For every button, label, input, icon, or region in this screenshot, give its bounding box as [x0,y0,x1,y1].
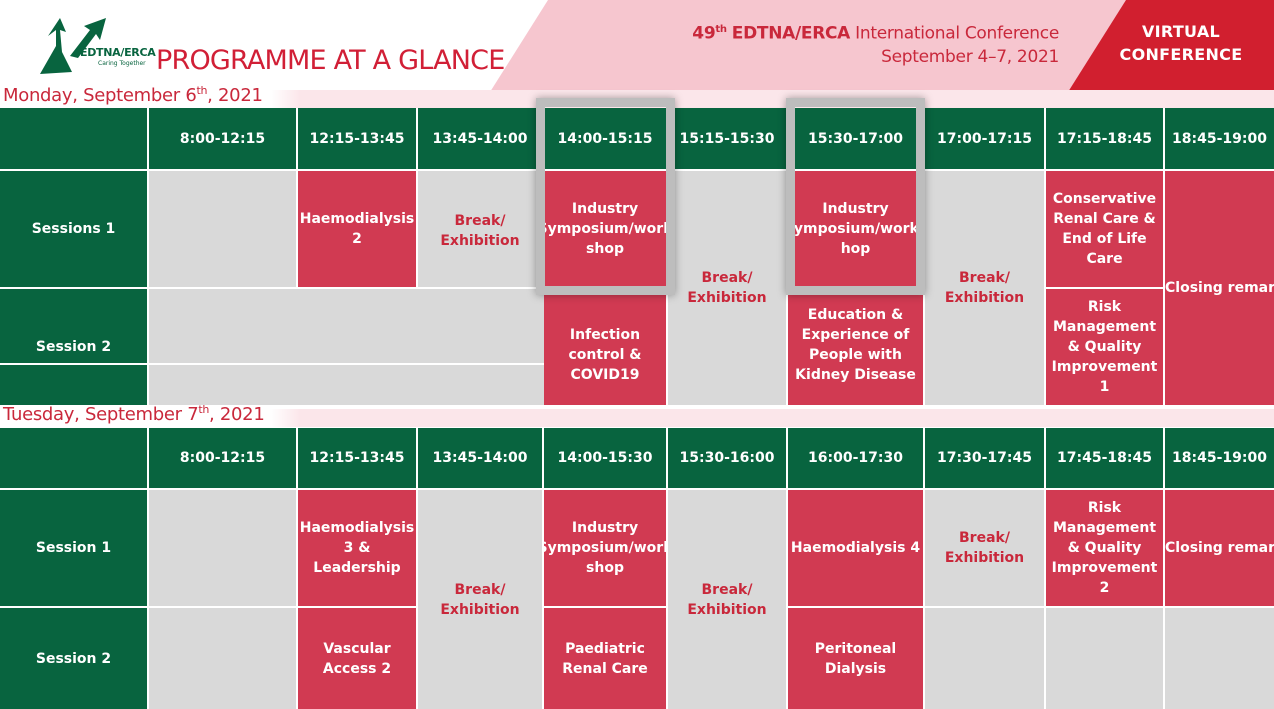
tuesday-haemodialysis4-session[interactable]: Haemodialysis 4 [788,490,923,606]
tuesday-time-header: 8:00-12:15 [149,428,296,488]
monday-schedule-grid: 8:00-12:15 12:15-13:45 13:45-14:00 14:00… [0,98,1274,405]
tuesday-empty-cell [149,490,296,606]
monday-closing-remarks[interactable]: Closing remarks [1165,171,1274,405]
monday-education-session[interactable]: Education & Experience of People with Ki… [788,289,923,405]
tuesday-label-pre: Tuesday, September 7 [3,404,199,425]
monday-risk-management-session[interactable]: Risk Management & Quality Improvement 1 [1046,289,1163,405]
monday-corner-cell [0,108,147,169]
monday-break2: Break/ Exhibition [668,171,786,405]
conference-number-suffix: th [715,24,727,35]
tuesday-time-header: 14:00-15:30 [544,428,666,488]
page-title: PROGRAMME AT A GLANCE [156,45,505,76]
tuesday-time-header: 17:45-18:45 [1046,428,1163,488]
virtual-conference-badge: VIRTUAL CONFERENCE [1110,20,1252,66]
monday-session2-label: Session 2 [0,289,147,363]
tuesday-time-header: 16:00-17:30 [788,428,923,488]
virtual-line2: CONFERENCE [1119,45,1243,64]
edtna-logo-icon [40,18,106,74]
monday-break1: Break/ Exhibition [418,171,542,287]
tuesday-session2-label: Session 2 [0,608,147,709]
monday-session-extra [0,365,147,405]
tuesday-time-header: 15:30-16:00 [668,428,786,488]
tuesday-session1-label: Session 1 [0,490,147,606]
tuesday-time-header: 13:45-14:00 [418,428,542,488]
monday-time-header: 17:15-18:45 [1046,108,1163,169]
logo-text: EDTNA/ERCA [80,46,156,59]
monday-time-header: 15:30-17:00 [788,108,923,169]
monday-time-header: 17:00-17:15 [925,108,1044,169]
tuesday-break2: Break/ Exhibition [668,490,786,709]
monday-time-header: 12:15-13:45 [298,108,416,169]
tuesday-paediatric-care-session[interactable]: Paediatric Renal Care [544,608,666,709]
monday-conservative-care-session[interactable]: Conservative Renal Care & End of Life Ca… [1046,171,1163,287]
monday-time-header: 14:00-15:15 [544,108,666,169]
monday-time-header: 18:45-19:00 [1165,108,1274,169]
tuesday-peritoneal-dialysis-session[interactable]: Peritoneal Dialysis [788,608,923,709]
tuesday-label-post: , 2021 [209,404,265,425]
monday-haemodialysis2-session[interactable]: Haemodialysis 2 [298,171,416,287]
monday-empty-cell [149,171,296,287]
tuesday-empty-cell [1165,608,1274,709]
tuesday-label-sup: th [198,403,210,416]
tuesday-empty-cell [149,608,296,709]
tuesday-day-label: Tuesday, September 7th, 2021 [0,403,1274,425]
tuesday-schedule-grid: 8:00-12:15 12:15-13:45 13:45-14:00 14:00… [0,428,1274,709]
monday-day-label: Monday, September 6th, 2021 [0,84,1274,106]
tuesday-break1: Break/ Exhibition [418,490,542,709]
monday-empty-cell [149,365,544,405]
tuesday-empty-cell [925,608,1044,709]
monday-industry-symposium1[interactable]: Industry Symposium/work shop [544,171,666,287]
logo-tagline: Caring Together [98,60,146,67]
tuesday-risk-management-session[interactable]: Risk Management & Quality Improvement 2 [1046,490,1163,606]
tuesday-empty-cell [1046,608,1163,709]
tuesday-industry-symposium[interactable]: Industry Symposium/work shop [544,490,666,606]
header-banner: EDTNA/ERCA Caring Together PROGRAMME AT … [0,0,1274,92]
conference-dates: September 4–7, 2021 [881,46,1059,67]
tuesday-closing-remarks[interactable]: Closing remarks [1165,490,1274,606]
monday-time-header: 15:15-15:30 [668,108,786,169]
tuesday-label-band [0,409,1274,427]
monday-empty-cell [149,289,544,363]
tuesday-corner-cell [0,428,147,488]
conference-number: 49 [692,23,716,44]
tuesday-time-header: 17:30-17:45 [925,428,1044,488]
virtual-line1: VIRTUAL [1141,22,1221,41]
monday-industry-symposium2[interactable]: Industry Symposium/works hop [788,171,923,287]
conference-info: 49th EDTNA/ERCA International Conference… [692,18,1059,69]
tuesday-time-header: 18:45-19:00 [1165,428,1274,488]
monday-time-header: 8:00-12:15 [149,108,296,169]
monday-label-pre: Monday, September 6 [3,85,197,106]
conference-org: EDTNA/ERCA [731,23,851,44]
tuesday-haemodialysis3-session[interactable]: Haemodialysis 3 & Leadership [298,490,416,606]
monday-infection-control-session[interactable]: Infection control & COVID19 [544,289,666,405]
tuesday-time-header: 12:15-13:45 [298,428,416,488]
monday-label-post: , 2021 [207,85,263,106]
tuesday-vascular-access-session[interactable]: Vascular Access 2 [298,608,416,709]
tuesday-break3: Break/ Exhibition [925,490,1044,606]
monday-break3: Break/ Exhibition [925,171,1044,405]
conference-name: International Conference [855,23,1059,44]
monday-session1-label: Sessions 1 [0,171,147,287]
monday-time-header: 13:45-14:00 [418,108,542,169]
monday-label-sup: th [196,84,208,97]
